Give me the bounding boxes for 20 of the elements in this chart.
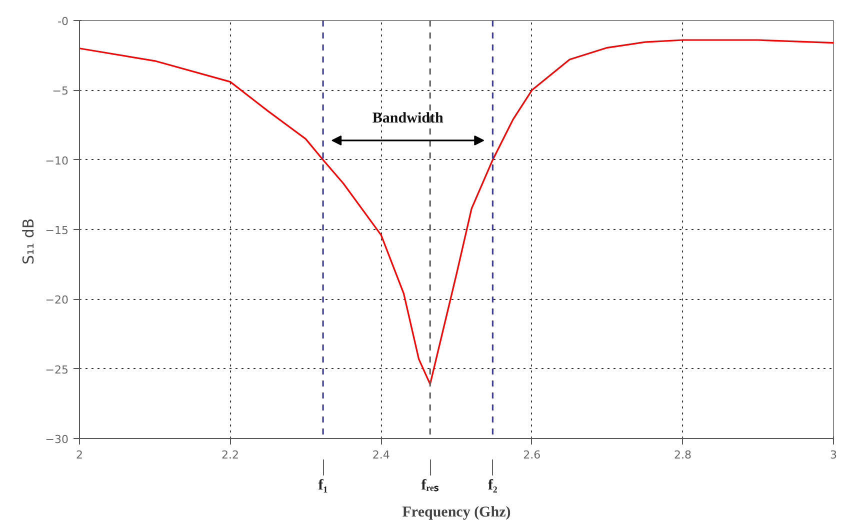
x-tick-label: 2.2	[222, 448, 240, 462]
x-tick-label: 2	[76, 448, 83, 462]
y-tick-label: −10	[45, 154, 69, 168]
x-tick-label: 2.6	[523, 448, 541, 462]
y-tick-label: −30	[45, 433, 69, 446]
annotation: Bandwidth	[372, 110, 444, 126]
y-tick-label: −5	[52, 84, 69, 98]
y-axis-title: S₁₁ dB	[19, 218, 38, 264]
x-tick-label: 2.4	[372, 448, 390, 462]
y-tick-label: -0	[58, 15, 68, 28]
y-tick-label: −20	[45, 294, 69, 307]
x-axis-title: Frequency (Ghz)	[402, 504, 511, 520]
ref-line-label: fᵣₑₛ	[421, 478, 439, 494]
ref-line-label: f₁	[318, 478, 328, 494]
x-tick-label: 3	[830, 448, 837, 462]
ref-line-label: f₂	[488, 478, 498, 494]
x-tick-label: 2.8	[674, 448, 692, 462]
y-tick-label: −15	[45, 224, 69, 237]
y-tick-label: −25	[45, 363, 69, 376]
line-series	[80, 39, 834, 385]
